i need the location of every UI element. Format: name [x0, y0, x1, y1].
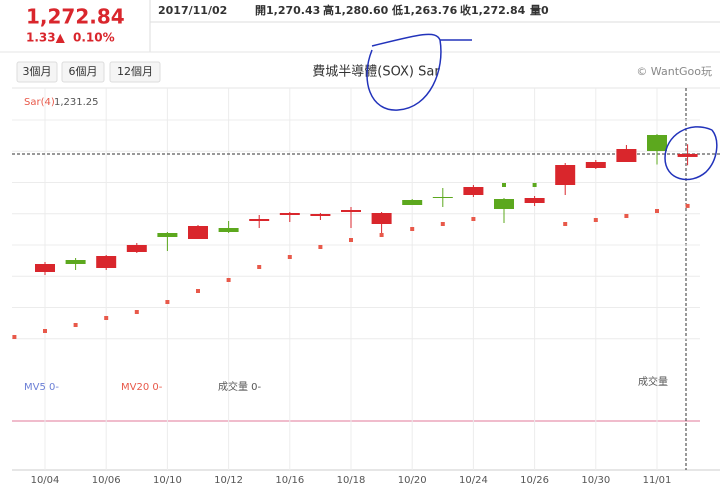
candle-body [616, 149, 637, 162]
chart-title: 費城半導體(SOX) Sar [312, 65, 440, 80]
sar-dot [349, 238, 353, 242]
volume-legend: MV5 0- [24, 382, 59, 393]
sar-dot [73, 323, 78, 327]
x-tick-label: 10/06 [92, 475, 121, 486]
candle-body [310, 214, 331, 216]
sar-dot [134, 310, 139, 314]
sar-dot [471, 217, 476, 221]
candle-body [157, 233, 178, 237]
candle-body [249, 219, 270, 221]
candle-body [96, 256, 117, 268]
candle-body [218, 228, 239, 232]
info-item: 低1,263.76 [391, 3, 458, 17]
range-buttons: 3個月 6個月 12個月 [16, 61, 161, 83]
x-tick-label: 10/18 [337, 475, 366, 486]
candle-body [341, 210, 361, 212]
candle-body [677, 153, 698, 157]
sar-dot [287, 255, 292, 259]
candle-body [647, 135, 667, 151]
sar-dot [226, 278, 231, 282]
sar-dot [440, 222, 445, 226]
sar-dot [318, 245, 323, 249]
candle-body [35, 264, 55, 272]
volume-legend: 成交量 0- [218, 380, 262, 393]
sar-label: Sar(4) [24, 97, 55, 108]
info-item: 高1,280.60 [323, 3, 389, 17]
annotation-circle [664, 126, 718, 181]
x-tick-label: 10/04 [31, 475, 60, 486]
candle-body [585, 162, 606, 168]
price: 1,272.84 [26, 5, 125, 29]
candle-body [494, 199, 514, 209]
sar-dot [624, 214, 629, 218]
info-item: 2017/11/02 [158, 4, 227, 17]
x-tick-label: 10/12 [214, 475, 243, 486]
change-pct: 0.10% [73, 31, 115, 45]
sar-dot [196, 289, 200, 293]
range-button[interactable] [61, 61, 105, 83]
sar-dot [563, 222, 568, 226]
range-button[interactable] [109, 61, 161, 83]
sar-dot [593, 218, 598, 222]
sar-dot [104, 316, 109, 320]
candle-body [371, 213, 392, 224]
sar-dot [379, 233, 384, 237]
range-button[interactable] [16, 61, 58, 83]
candle-body [126, 245, 147, 252]
candle-body [432, 197, 453, 198]
volume-title: 成交量 [638, 375, 668, 388]
plot: 10/04 10/06 10/10 10/12 10/16 10/18 10/20 10/24… [12, 88, 720, 486]
info-item: 開1,270.43 [255, 4, 320, 17]
x-tick-label: 11/01 [643, 475, 672, 486]
range-label: 12個月 [117, 65, 153, 78]
candle-body [524, 198, 545, 203]
volume-legend: MV20 0- [121, 382, 163, 393]
range-label: 6個月 [69, 65, 98, 78]
info-item: 量0 [530, 4, 549, 17]
sar-dot [685, 203, 690, 208]
sar-dot [410, 227, 415, 231]
watermark: © WantGoo玩 [636, 65, 712, 78]
candle-body [65, 260, 86, 264]
sar-dot [532, 183, 537, 187]
info-item: 收1,272.84 [460, 3, 526, 17]
candle-body [555, 165, 576, 185]
sar-dot [12, 335, 17, 339]
candle-body [402, 200, 423, 205]
sar-dot [655, 209, 659, 213]
candle-body [463, 187, 484, 195]
sar-value: 1,231.25 [54, 97, 99, 108]
range-label: 3個月 [23, 65, 52, 78]
x-tick-label: 10/10 [153, 475, 182, 486]
sar-dot [257, 265, 262, 269]
x-tick-label: 10/24 [459, 475, 488, 486]
x-tick-label: 10/16 [275, 475, 304, 486]
candle-body [188, 226, 208, 239]
annotation-circle [366, 33, 472, 111]
x-tick-label: 10/26 [520, 475, 549, 486]
candle-body [279, 213, 300, 215]
sar-dot [43, 329, 47, 333]
sar-dot [502, 183, 506, 187]
sar-dot [165, 300, 170, 304]
x-tick-label: 10/20 [398, 475, 427, 486]
x-tick-label: 10/30 [581, 475, 610, 486]
change: 1.33▲ [26, 31, 66, 45]
info-row: 2017/11/02 開1,270.43 高1,280.60 低1,263.76 收1,… [158, 3, 549, 17]
